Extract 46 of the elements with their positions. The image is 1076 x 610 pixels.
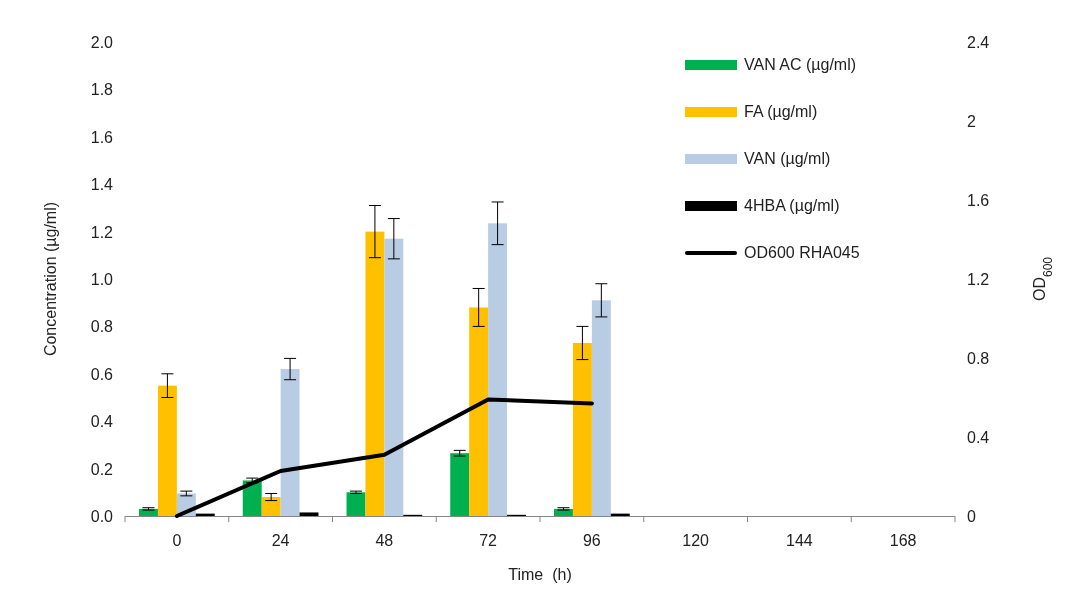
bar — [469, 307, 489, 516]
y-tick-label: 0.4 — [90, 413, 114, 431]
y-tick-label: 1.4 — [90, 176, 114, 194]
bar — [572, 342, 592, 516]
x-tick-label: 168 — [889, 532, 917, 549]
y2-tick-label: 0.8 — [967, 350, 990, 367]
bar — [299, 512, 319, 516]
bar — [346, 492, 366, 516]
y2-tick-label: 0 — [967, 508, 976, 525]
bar — [365, 231, 385, 516]
legend-label: VAN (µg/ml) — [744, 150, 831, 167]
y-tick-label: 1.0 — [90, 271, 114, 288]
y-tick-label: 0.2 — [90, 460, 114, 478]
legend-label: VAN AC (µg/ml) — [744, 56, 857, 73]
legend-label: 4HBA (µg/ml) — [744, 197, 840, 214]
y-tick-label: 0.8 — [90, 318, 114, 336]
x-axis-title: Time (h) — [508, 566, 572, 583]
bar — [488, 223, 508, 516]
y-axis-title: Concentration (µg/ml) — [42, 201, 59, 357]
legend-label: FA (µg/ml) — [744, 103, 818, 120]
x-tick-label: 0 — [172, 532, 182, 549]
x-tick-label: 48 — [375, 532, 394, 549]
bar — [280, 369, 300, 516]
y-tick-label: 1.8 — [90, 81, 114, 99]
y2-tick-label: 2 — [967, 113, 976, 130]
y2-tick-label: 2.4 — [967, 34, 990, 51]
bar — [450, 453, 470, 516]
bar — [157, 385, 177, 516]
bar — [261, 497, 281, 516]
x-tick-label: 144 — [786, 532, 813, 549]
x-tick-label: 96 — [582, 532, 601, 549]
y2-tick-label: 0.4 — [967, 429, 990, 446]
y-tick-label: 0.6 — [90, 365, 114, 383]
y2-tick-label: 1.6 — [967, 192, 990, 209]
y-tick-label: 1.2 — [90, 223, 114, 241]
x-tick-label: 72 — [479, 532, 498, 549]
line-series — [174, 397, 594, 518]
bar — [591, 300, 611, 516]
legend-label: OD600 RHA045 — [744, 244, 860, 261]
bar — [384, 238, 404, 516]
x-tick-label: 24 — [271, 532, 290, 549]
y2-tick-label: 1.2 — [967, 271, 990, 288]
y-tick-label: 1.6 — [90, 128, 114, 146]
y-tick-label: 0.0 — [90, 508, 114, 525]
y-tick-label: 2.0 — [90, 34, 114, 51]
x-tick-label: 120 — [682, 532, 710, 549]
